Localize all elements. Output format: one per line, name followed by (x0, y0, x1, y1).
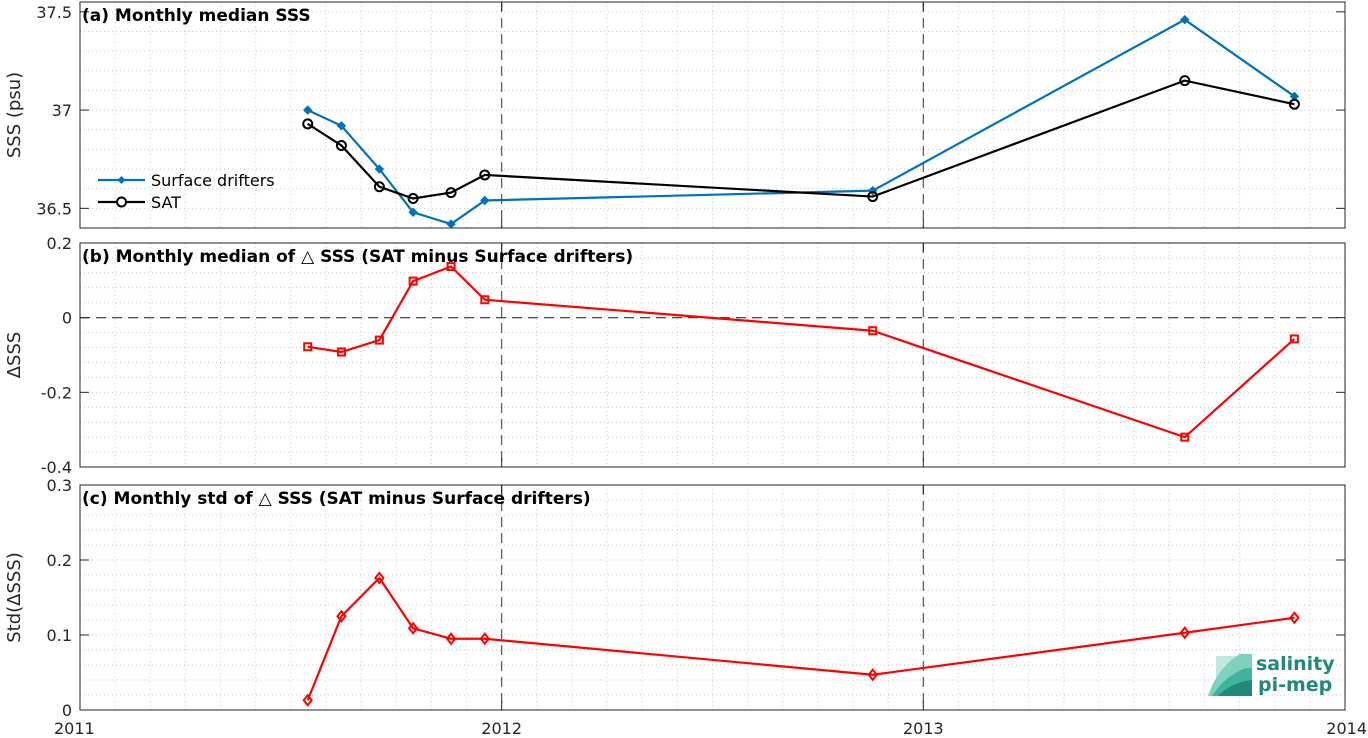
x-tick-label: 2011 (54, 719, 95, 738)
data-point (446, 219, 456, 229)
y-tick-label: 0.2 (47, 551, 72, 570)
data-point (336, 121, 347, 131)
logo-line1: salinity (1256, 653, 1335, 675)
axes-frame (79, 1, 1346, 229)
series-line (307, 265, 1296, 439)
y-axis-label: ΔSSS (4, 332, 25, 379)
y-tick-label: 0.1 (47, 626, 72, 645)
data-point (479, 169, 491, 181)
data-point (374, 164, 385, 174)
data-point (336, 347, 346, 357)
panel-a: 36.5 37 37.5 SSS (psu) (a) Monthly median SS… (4, 1, 1346, 229)
y-axis-label: Std(ΔSSS) (4, 552, 25, 643)
data-point (1288, 98, 1300, 110)
data-point (373, 181, 385, 193)
data-point (302, 118, 314, 130)
data-point (480, 195, 490, 206)
data-point (479, 632, 491, 646)
panel-title: (a) Monthly median SSS (82, 6, 311, 26)
data-point (445, 632, 457, 646)
series-delta (303, 262, 1299, 442)
data-point (374, 571, 385, 585)
legend-marker (117, 176, 126, 184)
data-point (480, 295, 490, 305)
y-tick-label: -0.2 (41, 383, 72, 402)
panel-title: (b) Monthly median of △ SSS (SAT minus S… (82, 247, 633, 267)
axes-frame (79, 484, 1346, 711)
data-point (1180, 432, 1190, 442)
series-sat (302, 75, 1300, 205)
minor-grid (80, 243, 1345, 467)
y-tick-label: 0.2 (47, 234, 72, 253)
panel-b: -0.4 -0.2 0 0.2 ΔSSS (b) Monthly median of △ … (4, 234, 1346, 477)
data-point (1179, 626, 1191, 640)
data-point (867, 668, 879, 682)
panel-c: 0 0.1 0.2 0.3 Std(ΔSSS) (c) Monthly std of △ … (4, 476, 1346, 720)
minor-grid (80, 2, 1345, 228)
legend-label: Surface drifters (151, 171, 275, 190)
series-line (307, 79, 1295, 200)
panels: 36.5 37 37.5 SSS (psu) (a) Monthly median SS… (4, 1, 1367, 738)
data-point (407, 621, 419, 635)
y-tick-label: 0.3 (47, 476, 72, 495)
data-point (445, 187, 457, 199)
data-point (868, 326, 878, 336)
y-tick-label: -0.4 (41, 458, 72, 477)
data-point (446, 262, 456, 272)
data-point (408, 207, 418, 217)
series-surface-drifters (302, 14, 1300, 229)
panel-title: (c) Monthly std of △ SSS (SAT minus Surf… (82, 489, 591, 509)
x-tick-label: 2013 (903, 719, 944, 738)
y-tick-label: 36.5 (36, 199, 72, 218)
data-point (335, 139, 347, 151)
x-tick-label: 2014 (1326, 719, 1367, 738)
x-axis-labels: 2011 2012 2013 2014 (54, 719, 1367, 738)
y-axis-label: SSS (psu) (4, 72, 25, 158)
y-tick-label: 37.5 (36, 3, 72, 22)
legend: Surface drifters SAT (98, 171, 275, 212)
series-delta (302, 571, 1300, 707)
data-point (374, 335, 384, 345)
y-tick-label: 0 (62, 309, 72, 328)
x-tick-label: 2012 (481, 719, 522, 738)
axes-frame (79, 242, 1346, 468)
series-line (306, 576, 1295, 701)
salinity-pi-mep-logo: salinity pi-mep (1208, 653, 1335, 696)
wave-icon (1208, 654, 1252, 696)
legend-label: SAT (151, 193, 181, 212)
data-point (302, 105, 313, 115)
data-point (302, 693, 313, 707)
y-tick-label: 37 (52, 101, 72, 120)
data-point (1180, 14, 1190, 25)
minor-grid (80, 485, 1345, 710)
data-point (1289, 611, 1300, 625)
data-point (1179, 75, 1191, 87)
data-point (303, 342, 313, 352)
data-point (1289, 334, 1299, 344)
data-point (867, 191, 879, 203)
logo-line2: pi-mep (1258, 674, 1332, 696)
data-point (336, 609, 347, 623)
data-point (407, 193, 419, 205)
data-point (408, 276, 418, 286)
y-tick-label: 0 (62, 701, 72, 720)
legend-marker (116, 196, 127, 208)
